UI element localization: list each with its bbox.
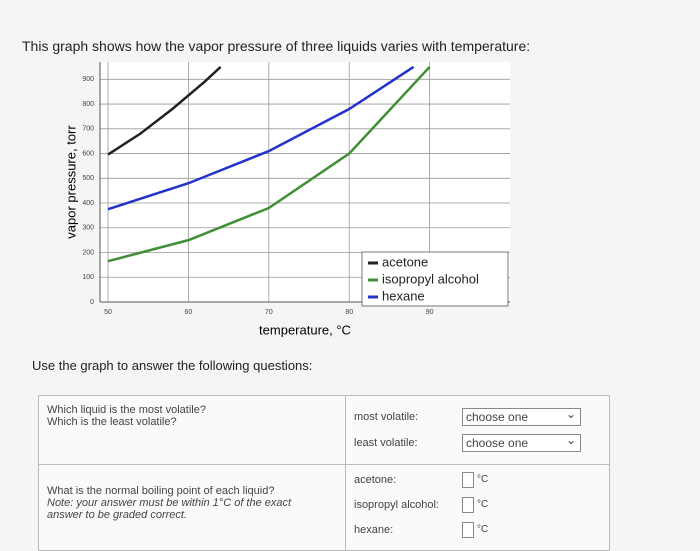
y-tick-label: 800 bbox=[82, 101, 94, 108]
line-series bbox=[107, 65, 415, 211]
x-axis-label: temperature, °C bbox=[259, 322, 351, 337]
y-tick-label: 700 bbox=[82, 126, 94, 133]
x-tick-label: 80 bbox=[345, 309, 353, 316]
question-line: Which is the least volatile? bbox=[47, 416, 177, 428]
x-tick-label: 70 bbox=[265, 309, 273, 316]
unit: °C bbox=[477, 499, 489, 510]
y-tick-label: 600 bbox=[82, 150, 94, 157]
unit: °C bbox=[477, 524, 489, 535]
x-tick-label: 90 bbox=[426, 309, 434, 316]
y-tick-label: 0 bbox=[90, 299, 94, 306]
field-label: isopropyl alcohol: bbox=[354, 498, 439, 511]
question-line: What is the normal boiling point of each… bbox=[47, 485, 275, 497]
x-tick-label: 50 bbox=[104, 309, 112, 316]
question-line: Note: your answer must be within 1°C of … bbox=[47, 497, 292, 509]
input[interactable] bbox=[462, 471, 474, 488]
legend-box bbox=[361, 251, 509, 307]
legend-label: hexane bbox=[382, 288, 425, 303]
question-line: answer to be graded correct. bbox=[47, 509, 188, 521]
field-label: hexane: bbox=[354, 523, 394, 536]
field-label: acetone: bbox=[354, 473, 397, 486]
question-line: Which liquid is the most volatile? bbox=[47, 404, 206, 416]
intro: This graph shows how the vapor pressure … bbox=[22, 38, 531, 54]
y-tick-label: 900 bbox=[82, 76, 94, 83]
line-series bbox=[107, 66, 431, 263]
question-table: Which liquid is the most volatile? Which… bbox=[38, 395, 610, 551]
line-series bbox=[107, 66, 222, 156]
y-axis-label: vapor pressure, torr bbox=[63, 125, 78, 239]
y-tick-label: 200 bbox=[82, 249, 94, 256]
legend-label: acetone bbox=[382, 254, 428, 269]
field-label: most volatile: bbox=[354, 411, 419, 423]
y-tick-label: 100 bbox=[82, 274, 94, 281]
input[interactable] bbox=[462, 496, 474, 513]
unit: °C bbox=[477, 474, 489, 485]
legend-label: isopropyl alcohol bbox=[382, 271, 479, 286]
x-tick-label: 60 bbox=[185, 309, 193, 316]
y-tick-label: 500 bbox=[82, 175, 94, 182]
select[interactable]: choose one bbox=[462, 406, 581, 426]
chart: vapor pressure, torr temperature, °C 0 10… bbox=[63, 62, 510, 337]
field-label: least volatile: bbox=[354, 437, 418, 449]
select[interactable]: choose one bbox=[462, 432, 581, 452]
y-tick-label: 300 bbox=[82, 225, 94, 232]
instructions: Use the graph to answer the following qu… bbox=[32, 358, 313, 373]
y-tick-label: 400 bbox=[82, 200, 94, 207]
input[interactable] bbox=[462, 521, 474, 538]
